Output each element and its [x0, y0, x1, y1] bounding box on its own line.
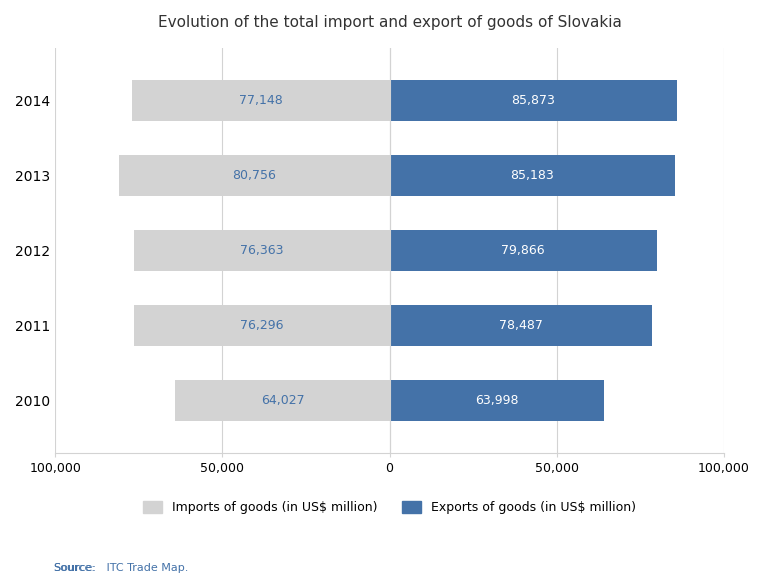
Title: Evolution of the total import and export of goods of Slovakia: Evolution of the total import and export…: [158, 15, 621, 30]
Text: 80,756: 80,756: [233, 168, 276, 182]
Text: 63,998: 63,998: [475, 394, 519, 407]
Bar: [134, 230, 389, 271]
Bar: [389, 380, 604, 421]
Text: 76,363: 76,363: [240, 244, 284, 257]
Bar: [135, 304, 389, 346]
Text: 78,487: 78,487: [499, 319, 543, 332]
Bar: [389, 230, 656, 271]
Text: 85,183: 85,183: [510, 168, 554, 182]
Text: 76,296: 76,296: [240, 319, 284, 332]
Text: 79,866: 79,866: [501, 244, 545, 257]
Bar: [389, 304, 652, 346]
Text: 85,873: 85,873: [511, 94, 555, 107]
Legend: Imports of goods (in US$ million), Exports of goods (in US$ million): Imports of goods (in US$ million), Expor…: [138, 496, 641, 519]
Bar: [389, 80, 677, 121]
Text: Source:: Source:: [54, 563, 96, 573]
Text: Source:   ITC Trade Map.: Source: ITC Trade Map.: [54, 563, 188, 573]
Text: 64,027: 64,027: [261, 394, 304, 407]
Bar: [175, 380, 389, 421]
Bar: [389, 154, 675, 196]
Bar: [119, 154, 389, 196]
Bar: [132, 80, 389, 121]
Text: 77,148: 77,148: [239, 94, 282, 107]
